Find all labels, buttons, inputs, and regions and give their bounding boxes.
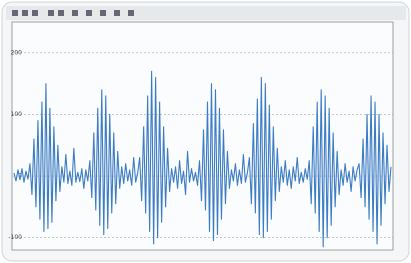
y-tick-label: 200 [11, 49, 23, 56]
y-tick-label: -100 [8, 234, 22, 241]
y-tick-label: 100 [11, 111, 23, 118]
chart: -1000100200 [0, 0, 411, 263]
page: {"chart_data": {"type": "line", "color":… [0, 0, 411, 263]
toolbar [6, 6, 406, 20]
plot-area [12, 22, 393, 250]
